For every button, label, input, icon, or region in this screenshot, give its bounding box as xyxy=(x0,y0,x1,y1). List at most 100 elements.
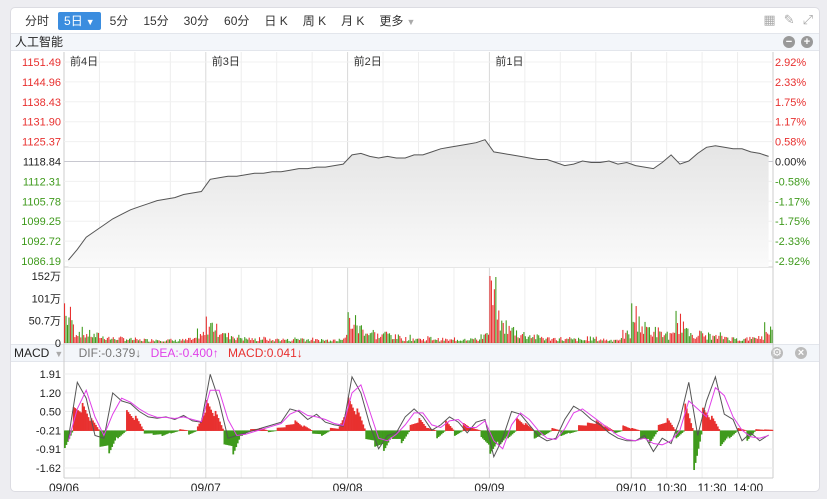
volume-bar xyxy=(563,340,565,343)
volume-bar xyxy=(164,341,166,343)
grid-icon[interactable]: ▦ xyxy=(763,12,776,27)
macd-hist-bar xyxy=(289,424,292,431)
volume-bar xyxy=(354,315,357,343)
macd-hist-bar xyxy=(248,430,251,432)
volume-bar xyxy=(261,339,264,343)
macd-hist-bar xyxy=(449,426,452,431)
dif-value: DIF:-0.379↓ xyxy=(78,346,142,360)
volume-bar xyxy=(688,336,690,343)
macd-hist-bar xyxy=(651,430,654,439)
macd-hist-bar xyxy=(205,400,208,431)
volume-bar xyxy=(140,340,142,343)
macd-hist-bar xyxy=(329,427,332,431)
volume-bar xyxy=(417,338,419,343)
macd-hist-bar xyxy=(64,430,66,449)
volume-bar xyxy=(622,329,624,343)
macd-hist-bar xyxy=(459,430,462,433)
volume-bar xyxy=(770,326,772,343)
macd-hist-bar xyxy=(402,430,405,441)
chevron-down-icon: ▼ xyxy=(85,16,95,27)
volume-bar xyxy=(458,340,460,343)
macd-hist-bar xyxy=(261,428,264,431)
macd-hist-bar xyxy=(300,425,303,431)
macd-hist-bar xyxy=(613,430,616,434)
volume-bar xyxy=(521,334,523,343)
macd-hist-bar xyxy=(569,430,571,434)
volume-bar xyxy=(126,339,128,343)
volume-bar xyxy=(504,333,506,343)
macd-hist-bar xyxy=(149,430,152,434)
macd-hist-bar xyxy=(595,420,598,431)
volume-bar xyxy=(436,339,438,343)
volume-bar xyxy=(740,340,742,343)
macd-hist-bar xyxy=(365,430,368,440)
macd-hist-bar xyxy=(544,430,546,435)
macd-hist-bar xyxy=(155,430,158,435)
volume-bar xyxy=(641,326,643,343)
period-tab[interactable]: 日 K xyxy=(258,12,293,30)
close-icon[interactable]: × xyxy=(795,347,807,359)
macd-hist-bar xyxy=(461,430,464,432)
volume-bar xyxy=(552,338,554,343)
volume-bar xyxy=(81,326,83,343)
volume-bar xyxy=(323,340,326,343)
macd-hist-bar xyxy=(545,430,548,435)
volume-bar xyxy=(682,321,684,343)
chart-svg[interactable]: 1151.49 2.92% 1144.96 2.33% 1138.43 1.75% 1131… xyxy=(11,8,820,492)
macd-hist-bar xyxy=(767,429,769,431)
period-tab[interactable]: 30分 xyxy=(178,12,215,30)
price-axis-label: 1099.25 xyxy=(21,216,61,228)
volume-bar xyxy=(289,341,292,343)
macd-hist-bar xyxy=(335,428,338,431)
volume-bar xyxy=(421,340,423,343)
volume-bar xyxy=(285,339,287,343)
volume-bar xyxy=(205,316,207,343)
macd-hist-bar xyxy=(242,430,245,435)
indicator-select[interactable]: MACD ▼ xyxy=(14,346,69,360)
brush-icon[interactable]: ✎ xyxy=(783,12,795,27)
period-tab[interactable]: 15分 xyxy=(137,12,174,30)
zoom-out-icon[interactable]: − xyxy=(783,36,795,48)
price-axis-label: 1092.72 xyxy=(21,236,61,248)
macd-hist-bar xyxy=(685,408,688,431)
volume-bar xyxy=(557,341,559,343)
macd-hist-bar xyxy=(518,420,521,431)
macd-hist-bar xyxy=(199,420,202,431)
volume-bar xyxy=(586,336,588,343)
volume-bar xyxy=(744,338,747,343)
volume-bar xyxy=(718,335,720,343)
volume-bar xyxy=(495,277,497,343)
volume-bar xyxy=(117,339,119,343)
stock-title: 人工智能 xyxy=(15,35,64,49)
volume-bar xyxy=(576,341,578,343)
macd-hist-bar xyxy=(523,424,526,431)
volume-bar xyxy=(620,338,622,343)
volume-bar xyxy=(455,341,457,343)
volume-axis-label: 152万 xyxy=(32,271,61,283)
volume-bar xyxy=(227,332,230,343)
period-tab[interactable]: 60分 xyxy=(218,12,255,30)
volume-bar xyxy=(86,334,88,343)
period-tab[interactable]: 5分 xyxy=(104,12,135,30)
macd-hist-bar xyxy=(625,426,628,431)
period-tab[interactable]: 周 K xyxy=(297,12,332,30)
period-tab[interactable]: 5日 ▼ xyxy=(58,11,101,30)
volume-bar xyxy=(284,339,286,343)
volume-bar xyxy=(585,340,587,343)
macd-hist-bar xyxy=(453,430,456,436)
volume-bar xyxy=(450,339,453,343)
zoom-in-icon[interactable]: + xyxy=(801,36,813,48)
dea-line xyxy=(67,384,769,450)
volume-bar xyxy=(204,335,206,343)
volume-bar xyxy=(638,316,640,343)
volume-bar xyxy=(139,339,141,343)
volume-bar xyxy=(700,331,702,343)
volume-bar xyxy=(430,336,432,343)
period-tab[interactable]: 分时 xyxy=(19,12,55,30)
period-tab[interactable]: 月 K xyxy=(335,12,370,30)
macd-hist-bar xyxy=(548,430,551,433)
macd-hist-bar xyxy=(326,430,329,433)
period-tab[interactable]: 更多 ▼ xyxy=(373,12,421,30)
fullscreen-icon[interactable]: ⤢ xyxy=(802,12,813,27)
settings-icon[interactable]: ⚙ xyxy=(771,347,783,359)
